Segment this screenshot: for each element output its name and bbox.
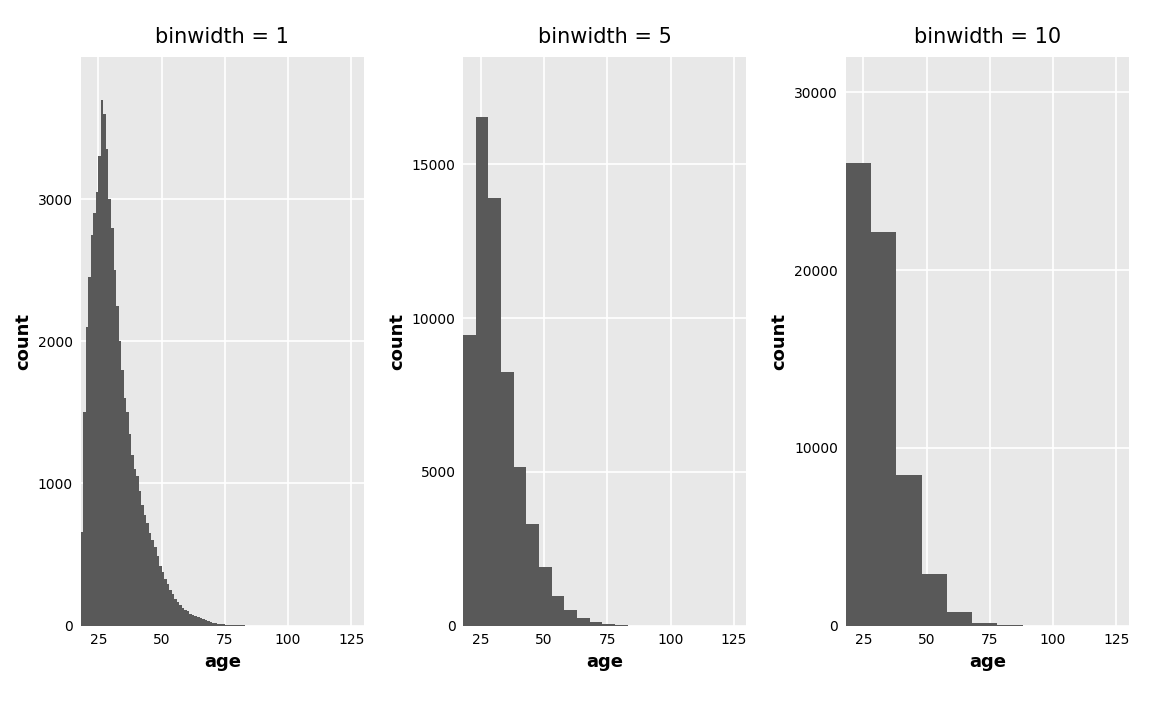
Bar [202, 619, 205, 626]
Bar [182, 608, 184, 626]
Bar [136, 476, 139, 626]
Bar [146, 523, 149, 626]
Bar [922, 574, 947, 626]
Bar [212, 623, 214, 626]
Bar [220, 624, 222, 626]
Bar [157, 556, 159, 626]
Bar [93, 213, 96, 626]
Bar [154, 547, 157, 626]
Bar [83, 412, 85, 626]
Bar [577, 618, 590, 626]
Bar [85, 327, 89, 626]
Bar [151, 540, 154, 626]
Bar [896, 476, 922, 626]
Bar [106, 149, 108, 626]
Bar [189, 614, 192, 626]
Bar [164, 579, 167, 626]
Title: binwidth = 5: binwidth = 5 [538, 27, 672, 47]
Bar [222, 624, 225, 626]
Bar [205, 620, 207, 626]
Bar [602, 624, 615, 626]
Bar [149, 533, 151, 626]
Bar [119, 341, 121, 626]
Bar [96, 192, 98, 626]
Y-axis label: count: count [771, 313, 789, 370]
Bar [195, 616, 197, 626]
Bar [526, 524, 539, 626]
Bar [552, 596, 564, 626]
Bar [218, 624, 220, 626]
Bar [846, 164, 871, 626]
Bar [225, 624, 227, 626]
X-axis label: age: age [586, 653, 623, 671]
Bar [564, 611, 577, 626]
Bar [590, 622, 602, 626]
Bar [123, 398, 127, 626]
Bar [159, 566, 161, 626]
Bar [172, 594, 174, 626]
Bar [129, 434, 131, 626]
Bar [227, 625, 230, 626]
Bar [199, 619, 202, 626]
Bar [134, 469, 136, 626]
Y-axis label: count: count [14, 313, 32, 370]
Bar [463, 335, 476, 626]
Bar [98, 156, 101, 626]
Bar [101, 100, 104, 626]
Title: binwidth = 1: binwidth = 1 [156, 27, 289, 47]
Bar [142, 505, 144, 626]
X-axis label: age: age [969, 653, 1006, 671]
Bar [174, 599, 176, 626]
Bar [176, 602, 180, 626]
Bar [210, 622, 212, 626]
Bar [81, 532, 83, 626]
Y-axis label: count: count [388, 313, 406, 370]
Bar [501, 372, 514, 626]
Bar [180, 605, 182, 626]
Bar [144, 515, 146, 626]
Bar [116, 306, 119, 626]
Bar [89, 277, 91, 626]
Bar [91, 235, 93, 626]
Bar [947, 612, 972, 626]
Bar [197, 617, 199, 626]
X-axis label: age: age [204, 653, 241, 671]
Bar [127, 412, 129, 626]
Bar [161, 572, 164, 626]
Bar [169, 590, 172, 626]
Bar [214, 623, 218, 626]
Bar [207, 621, 210, 626]
Bar [111, 228, 114, 626]
Bar [187, 611, 189, 626]
Bar [871, 232, 896, 626]
Bar [139, 491, 142, 626]
Bar [108, 199, 111, 626]
Bar [192, 615, 195, 626]
Bar [104, 114, 106, 626]
Bar [539, 567, 552, 626]
Bar [114, 270, 116, 626]
Bar [167, 584, 169, 626]
Bar [184, 610, 187, 626]
Bar [121, 370, 123, 626]
Bar [488, 198, 501, 626]
Bar [230, 625, 233, 626]
Title: binwidth = 10: binwidth = 10 [914, 27, 1061, 47]
Bar [514, 467, 526, 626]
Bar [131, 455, 134, 626]
Bar [972, 623, 998, 626]
Bar [476, 117, 488, 626]
